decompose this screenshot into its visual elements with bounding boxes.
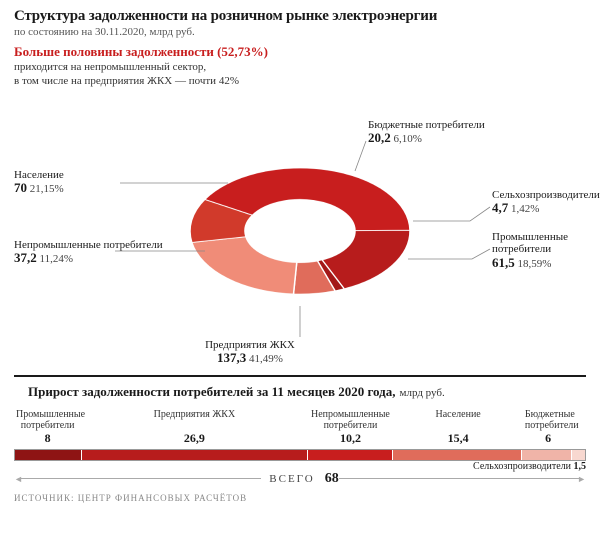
page-subtitle: по состоянию на 30.11.2020, млрд руб. (14, 26, 586, 38)
donut-callout: Промышленные потребители61,5 18,59% (492, 231, 600, 271)
callout-value: 20,2 (368, 130, 391, 145)
growth-unit: млрд руб. (400, 387, 445, 399)
ag-value: 1,5 (574, 461, 587, 472)
leader-line (413, 207, 490, 221)
callout-pct: 6,10% (394, 133, 422, 145)
total-value: 68 (323, 471, 339, 487)
bar-segment (82, 450, 307, 460)
callout-value: 137,3 (217, 350, 246, 365)
leader-line (408, 249, 490, 259)
donut-callout: Непромышленные потребители37,2 11,24% (14, 239, 163, 267)
donut-callout: Бюджетные потребители20,2 6,10% (368, 119, 485, 147)
highlight-line2b: в том числе на предприятия ЖКХ — почти 4… (14, 74, 586, 88)
callout-pct: 11,24% (40, 253, 74, 265)
highlight-line2a: приходится на непромышленный сектор, (14, 60, 586, 74)
callout-label: Промышленные потребители (492, 231, 600, 256)
donut-callout: Предприятия ЖКХ137,3 41,49% (205, 339, 295, 367)
bar-value: 8 (14, 431, 81, 446)
bar-value: 10,2 (308, 431, 394, 446)
growth-title: Прирост задолженности потребителей за 11… (28, 384, 396, 399)
bar-value: 26,9 (81, 431, 307, 446)
bar-segment (572, 450, 585, 460)
callout-pct: 21,15% (30, 183, 64, 195)
growth-bar-chart: Промышленные потребителиПредприятия ЖКХН… (14, 409, 586, 461)
bar-segment (308, 450, 394, 460)
bar-segment (393, 450, 522, 460)
bar-label: Непромышленные потребители (308, 409, 394, 431)
callout-pct: 41,49% (249, 353, 283, 365)
donut-chart: Предприятия ЖКХ137,3 41,49% Промышленные … (0, 91, 600, 371)
bar-label: Промышленные потребители (14, 409, 81, 431)
donut-slice (192, 236, 297, 293)
callout-pct: 1,42% (511, 203, 539, 215)
bar-segment (522, 450, 572, 460)
highlight-red: Больше половины задолженности (52,73%) (14, 44, 268, 59)
bar-segment (15, 450, 82, 460)
growth-total-row: ВСЕГО 68 (14, 471, 586, 487)
bar-label: Бюджетные потребители (523, 409, 573, 431)
bar-label: Население (393, 409, 523, 431)
donut-callout: Население70 21,15% (14, 169, 64, 197)
page-title: Структура задолженности на розничном рын… (14, 8, 586, 25)
ag-label: Сельхозпроизводители (473, 461, 571, 472)
bar-label: Предприятия ЖКХ (81, 409, 307, 431)
callout-value: 70 (14, 180, 27, 195)
callout-pct: 18,59% (518, 258, 552, 270)
callout-value: 4,7 (492, 200, 508, 215)
growth-section: Прирост задолженности потребителей за 11… (14, 375, 586, 401)
donut-callout: Сельхозпроизводители4,7 1,42% (492, 189, 600, 217)
total-label: ВСЕГО (261, 473, 322, 485)
callout-value: 37,2 (14, 250, 37, 265)
bar-value: 15,4 (393, 431, 523, 446)
source-line: ИСТОЧНИК: ЦЕНТР ФИНАНСОВЫХ РАСЧЁТОВ (14, 493, 586, 503)
ag-callout: Сельхозпроизводители 1,5 (473, 461, 586, 472)
callout-value: 61,5 (492, 255, 515, 270)
bar-value: 6 (523, 431, 573, 446)
